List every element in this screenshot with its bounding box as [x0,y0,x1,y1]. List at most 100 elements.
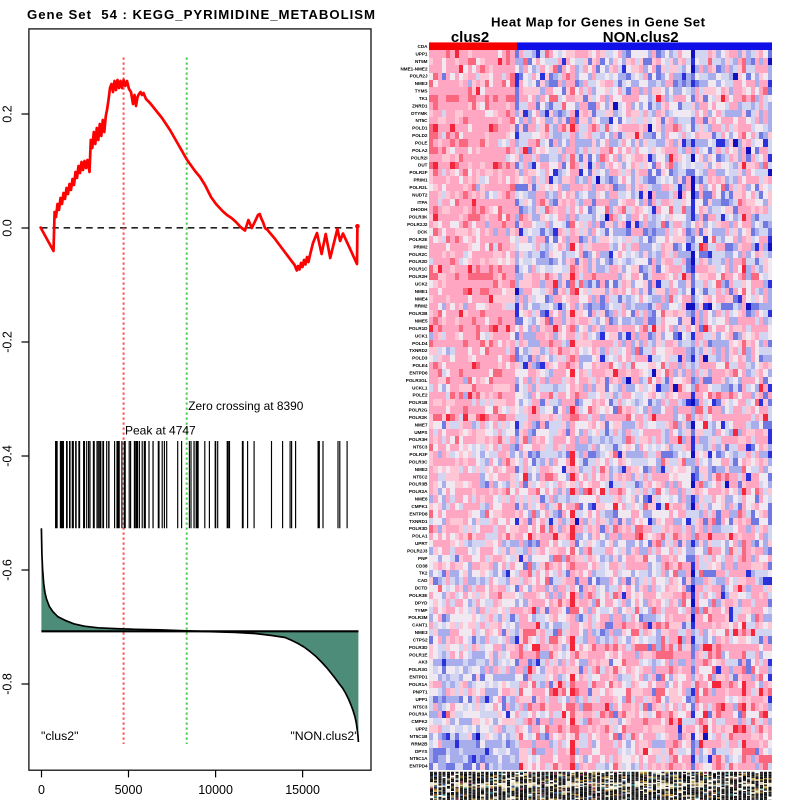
svg-text:15000: 15000 [285,783,320,797]
svg-text:UMPS: UMPS [414,430,427,435]
svg-text:NME4: NME4 [415,296,428,301]
svg-text:POLD1: POLD1 [412,126,428,131]
svg-text:NME3: NME3 [415,81,428,86]
svg-text:POLR2L: POLR2L [409,185,427,190]
svg-text:PNP: PNP [418,556,427,561]
svg-text:CANT1: CANT1 [412,623,428,628]
svg-text:10000: 10000 [198,783,233,797]
svg-text:POLR2A: POLR2A [409,489,428,494]
svg-text:NT5C1A: NT5C1A [410,756,429,761]
svg-text:NME6: NME6 [415,497,428,502]
svg-text:0.0: 0.0 [1,219,15,236]
svg-text:CTPS2: CTPS2 [413,638,428,643]
svg-text:0: 0 [38,783,45,797]
svg-text:NME7: NME7 [415,422,428,427]
svg-text:ENTPD6: ENTPD6 [409,370,428,375]
svg-text:UPP1: UPP1 [415,52,427,57]
svg-text:ITPA: ITPA [417,200,428,205]
svg-text:POLE2: POLE2 [412,393,428,398]
svg-text:POLR3A: POLR3A [409,712,428,717]
svg-text:NT5M: NT5M [415,59,428,64]
svg-text:POLR2F: POLR2F [409,170,427,175]
svg-text:POLR2I: POLR2I [411,155,428,160]
svg-text:ENTPD8: ENTPD8 [409,511,428,516]
svg-text:"clus2": "clus2" [41,729,78,743]
svg-text:TYMS: TYMS [415,89,428,94]
svg-text:POLR2J3: POLR2J3 [407,549,428,554]
svg-text:DCK: DCK [418,230,429,235]
svg-text:POLR2K: POLR2K [409,415,428,420]
svg-text:POLD4: POLD4 [412,341,428,346]
svg-text:NME5: NME5 [415,319,428,324]
svg-text:POLD2: POLD2 [412,133,428,138]
svg-text:-0.8: -0.8 [1,673,15,695]
svg-text:5000: 5000 [115,783,143,797]
svg-text:POLR3D: POLR3D [409,645,428,650]
svg-text:UCK1: UCK1 [415,333,428,338]
svg-text:POLR2B: POLR2B [409,311,428,316]
svg-text:POLR2J: POLR2J [410,74,428,79]
svg-text:POLR3C: POLR3C [409,460,428,465]
svg-text:NME1: NME1 [415,289,428,294]
svg-text:POLR3D: POLR3D [409,526,428,531]
svg-text:PRIM1: PRIM1 [413,178,427,183]
svg-text:TK1: TK1 [419,96,428,101]
svg-text:UPRT: UPRT [415,541,428,546]
svg-text:NT5C2: NT5C2 [413,474,428,479]
svg-text:CAD: CAD [418,578,429,583]
svg-text:-0.6: -0.6 [1,559,15,581]
svg-text:"NON.clus2": "NON.clus2" [290,729,358,743]
svg-text:NME3: NME3 [415,630,428,635]
svg-text:NME2: NME2 [415,467,428,472]
svg-text:DUT: DUT [418,163,428,168]
svg-text:AK3: AK3 [418,660,428,665]
svg-text:DPYD: DPYD [415,600,428,605]
svg-text:ZNRD1: ZNRD1 [412,103,428,108]
svg-text:POLR1C: POLR1C [409,267,428,272]
svg-text:UCKL1: UCKL1 [412,385,428,390]
svg-text:UPP2: UPP2 [415,727,427,732]
svg-text:-0.2: -0.2 [1,331,15,353]
svg-text:POLR3M: POLR3M [408,615,427,620]
svg-text:POLR1D: POLR1D [409,326,428,331]
svg-text:NON.clus2: NON.clus2 [603,29,679,46]
svg-text:DCTD: DCTD [415,586,428,591]
svg-text:Heat Map for Genes in Gene Set: Heat Map for Genes in Gene Set [491,14,706,29]
svg-text:PRIM2: PRIM2 [413,244,427,249]
svg-text:POLD3: POLD3 [412,356,428,361]
svg-text:POLR3G: POLR3G [409,667,428,672]
svg-text:CD38: CD38 [416,563,428,568]
svg-text:Gene Set 54 : KEGG_PYRIMIDINE: Gene Set 54 : KEGG_PYRIMIDINE_METABOLISM [27,7,375,22]
svg-text:UCK2: UCK2 [415,281,428,286]
svg-text:TYMP: TYMP [415,608,428,613]
svg-text:POLR2J2: POLR2J2 [407,222,428,227]
svg-text:POLR3B: POLR3B [409,482,428,487]
svg-text:POLR3GL: POLR3GL [406,378,428,383]
svg-text:CMPK1: CMPK1 [411,504,428,509]
svg-text:POLR3E: POLR3E [409,593,427,598]
svg-text:NME1-NME2: NME1-NME2 [400,66,428,71]
svg-text:POLR3K: POLR3K [409,215,428,220]
svg-text:POLR2C: POLR2C [409,252,428,257]
svg-text:CMPK2: CMPK2 [411,719,428,724]
svg-text:0.2: 0.2 [1,105,15,122]
svg-text:TXNRD2: TXNRD2 [409,348,428,353]
svg-text:POLA1: POLA1 [412,534,428,539]
svg-text:NT5C1B: NT5C1B [410,734,429,739]
svg-text:clus2: clus2 [451,29,489,46]
svg-text:TK2: TK2 [419,571,428,576]
svg-text:-0.4: -0.4 [1,445,15,467]
svg-text:POLE: POLE [415,141,428,146]
svg-text:DTYMK: DTYMK [411,111,428,116]
svg-text:NT5C: NT5C [416,118,429,123]
svg-text:POLR1A: POLR1A [409,682,428,687]
svg-text:DPYS: DPYS [415,749,428,754]
svg-text:POLR2H: POLR2H [409,274,428,279]
svg-text:POLR2D: POLR2D [409,259,428,264]
svg-text:POLR2E: POLR2E [409,237,427,242]
svg-text:NT5C3: NT5C3 [413,445,428,450]
svg-text:POLR1E: POLR1E [409,652,427,657]
svg-text:ENTPD4: ENTPD4 [409,764,428,769]
svg-text:PNPT1: PNPT1 [413,689,428,694]
svg-text:DHODH: DHODH [411,207,429,212]
